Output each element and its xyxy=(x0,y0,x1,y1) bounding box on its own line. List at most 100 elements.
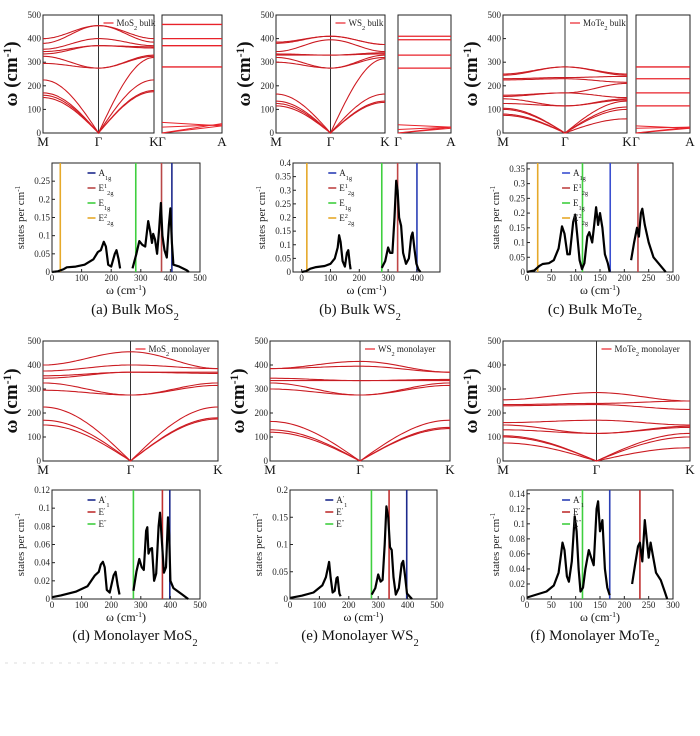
x-tick-label: 100 xyxy=(569,273,583,283)
panel-caption: (d) Monolayer MoS2 xyxy=(72,628,197,649)
phonon-branch-shadow xyxy=(276,58,386,134)
e-dos-chart: 0 100 200 300 400 500 0 0.05 0.1 0.15 0.2 ω (cm-1) s… xyxy=(252,485,444,624)
y-tick-label: 0.2 xyxy=(514,208,525,218)
y-tick-label: 0 xyxy=(46,267,51,277)
y-tick-label: 0.02 xyxy=(34,576,50,586)
legend-label: E″ xyxy=(336,519,345,530)
y-tick-label: 0 xyxy=(521,267,526,277)
b-dos-chart: 0 100 200 300 400 0 0.05 0.1 0.15 0.2 0.25 0.3 0.35 0… xyxy=(255,158,441,297)
y-tick-label: 500 xyxy=(488,10,502,20)
dos-curve xyxy=(380,179,422,273)
phonon-branch-shadow xyxy=(276,36,385,45)
legend-label: MoS2 monolayer xyxy=(149,344,210,358)
x-tick-label: 250 xyxy=(642,273,656,283)
y-tick-label: 300 xyxy=(28,384,42,394)
y-axis-label: ω (cm-1) xyxy=(461,368,482,433)
kpoint-label: K xyxy=(213,462,223,477)
x-tick-label: 300 xyxy=(666,600,680,610)
kpoint-label: Γ xyxy=(593,462,601,477)
y-tick-label: 0.25 xyxy=(275,199,291,209)
kpoint-label: Γ xyxy=(356,462,364,477)
side-plot-frame xyxy=(635,14,691,134)
kpoint-label: M xyxy=(270,134,282,149)
a-dos-chart: 0 100 200 300 400 500 0 0.05 0.1 0.15 0.2 0.25 ω (cm… xyxy=(14,162,207,297)
y-tick-label: 0 xyxy=(264,456,269,466)
x-tick-label: 50 xyxy=(547,600,557,610)
kpoint-label: K xyxy=(445,462,455,477)
y-tick-label: 200 xyxy=(28,408,42,418)
legend-label: E′ xyxy=(99,507,107,518)
phonon-branch-shadow xyxy=(43,382,218,396)
x-tick-label: 200 xyxy=(353,273,367,283)
x-tick-label: 500 xyxy=(430,600,444,610)
y-tick-label: 200 xyxy=(488,81,502,91)
y-tick-label: 0.02 xyxy=(509,579,525,589)
plot-frame xyxy=(51,162,201,273)
y-tick-label: 0.3 xyxy=(514,179,526,189)
legend-label: MoTe2 monolayer xyxy=(615,344,680,358)
y-tick-label: 0.08 xyxy=(509,534,525,544)
y-tick-label: 400 xyxy=(255,360,269,370)
phonon-branch-shadow xyxy=(503,66,627,75)
x-tick-label: 400 xyxy=(164,273,178,283)
y-axis-label: states per cm-1 xyxy=(14,185,27,249)
y-axis-label: ω (cm-1) xyxy=(228,368,249,433)
phonon-branch-shadow xyxy=(503,78,627,83)
x-tick-label: 300 xyxy=(134,273,148,283)
dos-curve xyxy=(630,207,667,273)
dos-curve xyxy=(51,560,121,599)
x-tick-label: 0 xyxy=(525,273,530,283)
y-tick-label: 0 xyxy=(497,456,502,466)
legend-label: A1g xyxy=(339,168,353,182)
y-tick-label: 400 xyxy=(488,360,502,370)
y-tick-label: 100 xyxy=(28,104,42,114)
y-tick-label: 0.06 xyxy=(509,549,525,559)
y-tick-label: 0 xyxy=(497,128,502,138)
phonon-branch-shadow xyxy=(43,25,154,39)
phonon-branch-shadow xyxy=(42,57,155,134)
y-tick-label: 0 xyxy=(270,128,275,138)
kpoint-label: K xyxy=(685,462,695,477)
y-tick-label: 300 xyxy=(28,57,42,67)
legend-label: E12g xyxy=(339,183,355,197)
kpoint-label: Γ xyxy=(327,134,335,149)
panel-caption: (a) Bulk MoS2 xyxy=(91,302,179,323)
dos-curve xyxy=(526,206,611,274)
y-tick-label: 500 xyxy=(255,336,269,346)
kpoint-label: M xyxy=(497,134,509,149)
y-tick-label: 100 xyxy=(28,432,42,442)
d-dispersion-chart: 0 100 200 300 400 500 M Γ Kω (cm-1) MoS2 monolaye… xyxy=(1,336,223,477)
phonon-branch-shadow xyxy=(503,76,627,79)
kpoint-label: Γ xyxy=(561,134,569,149)
y-tick-label: 0.04 xyxy=(34,558,50,568)
d-dos-chart: 0 100 200 300 400 500 0 0.02 0.04 0.06 0.08 0.1 0.12… xyxy=(14,485,207,624)
panel-caption: (b) Bulk WS2 xyxy=(319,302,401,323)
dos-curve xyxy=(132,511,189,600)
y-tick-label: 0.14 xyxy=(509,489,525,499)
f-dos-chart: 0 50 100 150 200 250 300 0 0.02 0.04 0.06 0.08 0.1 0.… xyxy=(489,489,680,624)
y-tick-label: 0.15 xyxy=(509,223,525,233)
x-tick-label: 100 xyxy=(75,273,89,283)
kpoint-label: M xyxy=(37,462,49,477)
y-tick-label: 0.1 xyxy=(514,519,525,529)
y-tick-label: 0.1 xyxy=(514,238,525,248)
dos-curve xyxy=(631,519,669,600)
x-tick-label: 50 xyxy=(547,273,557,283)
y-tick-label: 400 xyxy=(261,34,275,44)
y-tick-label: 0.2 xyxy=(39,194,50,204)
kpoint-label: K xyxy=(380,134,390,149)
y-axis-label: states per cm-1 xyxy=(252,512,265,576)
y-tick-label: 400 xyxy=(28,34,42,44)
legend-label: E′ xyxy=(336,507,344,518)
plot-frame xyxy=(51,489,201,600)
x-tick-label: 500 xyxy=(193,273,207,283)
y-tick-label: 0.05 xyxy=(34,249,50,259)
x-tick-label: 100 xyxy=(324,273,338,283)
phonon-branch-shadow xyxy=(43,364,218,372)
dos-curve xyxy=(526,500,611,599)
y-tick-label: 0.05 xyxy=(272,567,288,577)
legend-label: A1g xyxy=(573,168,587,182)
y-tick-label: 100 xyxy=(488,104,502,114)
